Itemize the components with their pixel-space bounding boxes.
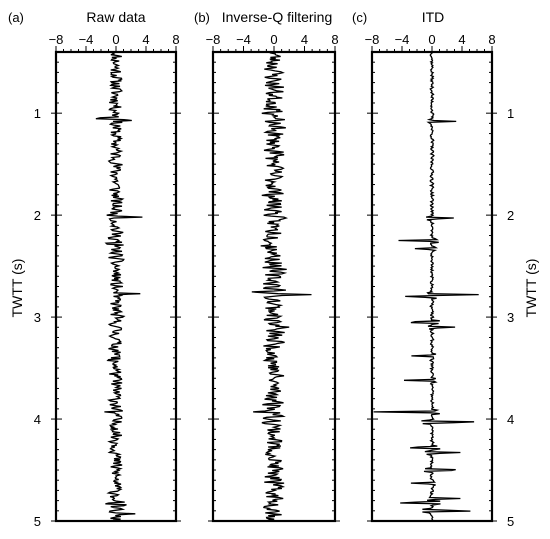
x-tick-label: −8	[365, 32, 380, 47]
x-tick-label: 8	[172, 32, 179, 47]
panel-tag-b: (b)	[194, 10, 210, 25]
trace-itd	[373, 51, 479, 522]
x-tick-label: 0	[270, 32, 277, 47]
y-tick-label: 3	[34, 310, 41, 325]
panel-tag-c: (c)	[352, 10, 367, 25]
axes-frame-b	[208, 46, 340, 523]
x-tick-label: 8	[488, 32, 495, 47]
panel-title-c: ITD	[422, 9, 445, 25]
y-tick-label: 1	[34, 106, 41, 121]
x-tick-labels-a: −8 −4 0 4 8	[49, 32, 180, 47]
y-axis-title-right: TWTT (s)	[523, 259, 539, 318]
y-tick-labels-c: 1 2 3 4 5	[507, 106, 514, 529]
y-tick-label: 4	[34, 412, 41, 427]
y-tick-label: 1	[507, 106, 514, 121]
x-tick-label: 0	[112, 32, 119, 47]
x-tick-label: −8	[49, 32, 64, 47]
x-tick-label: 4	[142, 32, 149, 47]
x-tick-label: −4	[236, 32, 251, 47]
y-tick-label: 2	[507, 208, 514, 223]
trace-inverse-q	[251, 51, 312, 522]
panel-b: (b) Inverse-Q filtering −8 −4 0 4 8	[194, 9, 340, 523]
y-tick-labels-a: 1 2 3 4 5	[34, 106, 41, 529]
x-tick-labels-b: −8 −4 0 4 8	[206, 32, 339, 47]
x-tick-label: −8	[206, 32, 221, 47]
y-tick-label: 3	[507, 310, 514, 325]
x-tick-label: 0	[428, 32, 435, 47]
y-axis-title-left: TWTT (s)	[9, 259, 25, 318]
x-tick-label: 8	[331, 32, 338, 47]
y-tick-label: 5	[507, 514, 514, 529]
panel-tag-a: (a)	[8, 10, 24, 25]
x-tick-label: 4	[301, 32, 308, 47]
panel-title-b: Inverse-Q filtering	[222, 9, 332, 25]
y-tick-label: 5	[34, 514, 41, 529]
panel-title-a: Raw data	[86, 9, 145, 25]
x-tick-label: 4	[458, 32, 465, 47]
x-tick-labels-c: −8 −4 0 4 8	[365, 32, 496, 47]
x-tick-label: −4	[79, 32, 94, 47]
trace-raw-data	[95, 51, 143, 522]
y-tick-label: 4	[507, 412, 514, 427]
x-tick-label: −4	[395, 32, 410, 47]
y-tick-label: 2	[34, 208, 41, 223]
